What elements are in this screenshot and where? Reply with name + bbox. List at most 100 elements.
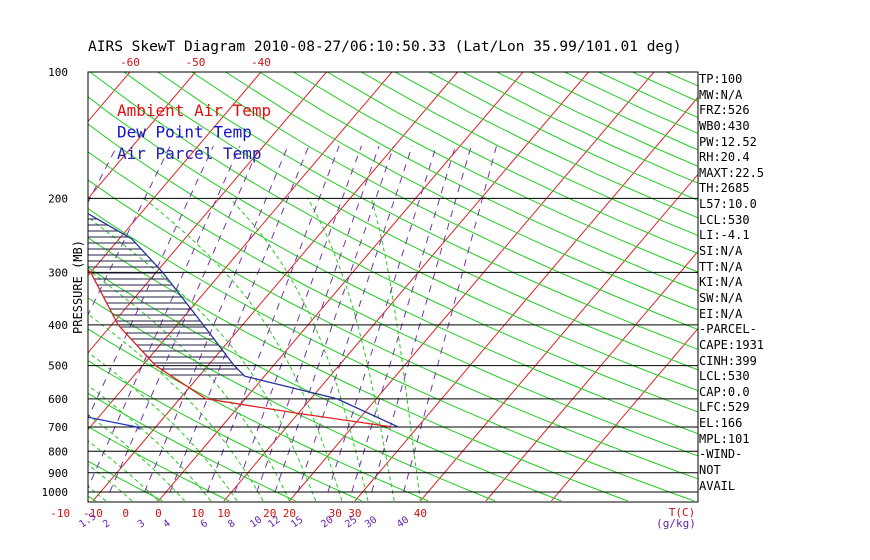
mixing-ratio-line: [144, 145, 289, 493]
y-axis-label: PRESSURE (MB): [71, 240, 85, 334]
dry-adiabat-line: [123, 72, 698, 371]
pressure-tick-label: 300: [48, 266, 68, 279]
isotherm-line: [420, 173, 698, 502]
stat-item: LFC:529: [699, 400, 750, 415]
stat-item: PW:12.52: [699, 134, 757, 149]
stat-item: CAPE:1931: [699, 337, 765, 352]
stat-item: AVAIL: [699, 478, 736, 493]
dry-adiabat-line: [88, 297, 495, 502]
mixing-ratio-tick-label: 3: [136, 518, 147, 530]
mixing-ratio-line: [297, 145, 413, 493]
moist-adiabat-line: [229, 198, 369, 502]
mixing-ratio-tick-label: 10: [248, 515, 264, 531]
isotherm-line: [485, 250, 698, 502]
air-parcel-temp-line: [88, 212, 399, 428]
temperature-tick-label: 30: [348, 507, 361, 520]
stat-item: MPL:101: [699, 431, 750, 446]
stat-item: -WIND-: [699, 447, 743, 462]
pressure-tick-label: 500: [48, 360, 68, 373]
mixing-ratio-tick-label: 30: [363, 515, 379, 531]
dry-adiabat-line: [88, 123, 698, 435]
moist-adiabat-line: [88, 216, 317, 502]
dry-adiabat-line: [88, 360, 363, 502]
mixing-ratio-tick-label: 40: [395, 515, 411, 531]
stat-item: KI:N/A: [699, 275, 743, 290]
top-temperature-tick-label: -60: [120, 56, 140, 69]
stat-item: TH:2685: [699, 181, 750, 196]
moist-adiabat-line: [88, 384, 212, 502]
moist-adiabat-line: [370, 198, 421, 501]
moist-adiabat-line: [143, 198, 343, 502]
dry-adiabat-line: [0, 72, 30, 501]
isotherm-line: [92, 72, 458, 502]
stat-item: CINH:399: [699, 353, 757, 368]
dry-adiabat-line: [225, 72, 698, 311]
dry-adiabat-line: [327, 72, 698, 255]
pressure-tick-label: 100: [48, 66, 68, 79]
stat-item: LCL:530: [699, 369, 750, 384]
mixing-ratio-line: [88, 145, 241, 489]
isotherm-line: [354, 96, 698, 502]
mixing-ratio-line: [256, 145, 380, 493]
plot-area: [0, 72, 698, 502]
mixing-ratio-tick-label: 4: [161, 518, 172, 530]
dry-adiabat-line: [89, 72, 698, 392]
stat-item: -PARCEL-: [699, 322, 757, 337]
ambient-air-temp-line: [88, 269, 392, 428]
moist-adiabat-line: [88, 414, 185, 502]
stat-item: NOT: [699, 463, 721, 478]
top-temperature-tick-label: -40: [251, 56, 271, 69]
stat-item: TP:100: [699, 72, 743, 86]
temperature-tick-label: 10: [217, 507, 230, 520]
temperature-tick-label: 20: [283, 507, 296, 520]
mixing-ratio-tick-label: 2: [101, 518, 112, 530]
dry-adiabat-line: [88, 207, 695, 502]
legend-entry: Ambient Air Temp: [117, 101, 271, 120]
pressure-tick-label: 200: [48, 192, 68, 205]
isotherm-line: [0, 72, 65, 501]
stat-item: EL:166: [699, 416, 743, 431]
moist-adiabat-line: [307, 198, 395, 501]
pressure-tick-label: 900: [48, 467, 68, 480]
dry-adiabat-line: [259, 72, 698, 292]
temperature-tick-label: 30: [329, 507, 342, 520]
isotherm-line: [88, 72, 196, 200]
stat-item: WB0:430: [699, 118, 750, 133]
dry-adiabat-line: [293, 72, 698, 273]
mixing-ratio-line: [351, 145, 456, 493]
dry-adiabat-line: [88, 392, 296, 502]
dry-adiabat-line: [88, 328, 429, 502]
mixing-ratio-tick-label: 8: [226, 518, 237, 530]
mixing-ratio-line: [169, 145, 310, 493]
chart-title: AIRS SkewT Diagram 2010-08-27/06:10:50.3…: [88, 39, 682, 55]
mixing-ratio-tick-label: 6: [199, 518, 210, 530]
temperature-tick-label: 20: [263, 507, 276, 520]
plot-profiles: [88, 72, 698, 493]
stat-item: MW:N/A: [699, 87, 743, 102]
moist-adiabat-line: [88, 313, 264, 502]
moist-adiabat-line: [0, 198, 27, 501]
legend-entry: Dew Point Temp: [117, 123, 252, 142]
pressure-tick-label: 700: [48, 421, 68, 434]
top-temperature-tick-label: -50: [186, 56, 206, 69]
mixing-ratio-line: [274, 145, 395, 493]
isotherm-line: [289, 72, 655, 502]
dry-adiabat-line: [88, 96, 698, 413]
temperature-tick-label: 40: [414, 507, 427, 520]
mixing-ratio-line: [403, 145, 497, 493]
moist-adiabat-line: [0, 198, 54, 501]
isotherm-line: [158, 72, 524, 502]
plot-frame: [87, 71, 699, 503]
x-axis-label: T(C): [669, 506, 696, 519]
stat-item: SW:N/A: [699, 290, 743, 305]
dry-adiabat-line: [88, 426, 230, 502]
stat-item: CAP:0.0: [699, 384, 750, 399]
stat-item: FRZ:526: [699, 103, 750, 118]
temperature-tick-label: -10: [50, 507, 70, 520]
pressure-tick-label: 400: [48, 319, 68, 332]
isotherm-line: [551, 327, 698, 502]
mixing-ratio-line: [206, 145, 340, 493]
stat-item: LCL:530: [699, 212, 750, 227]
